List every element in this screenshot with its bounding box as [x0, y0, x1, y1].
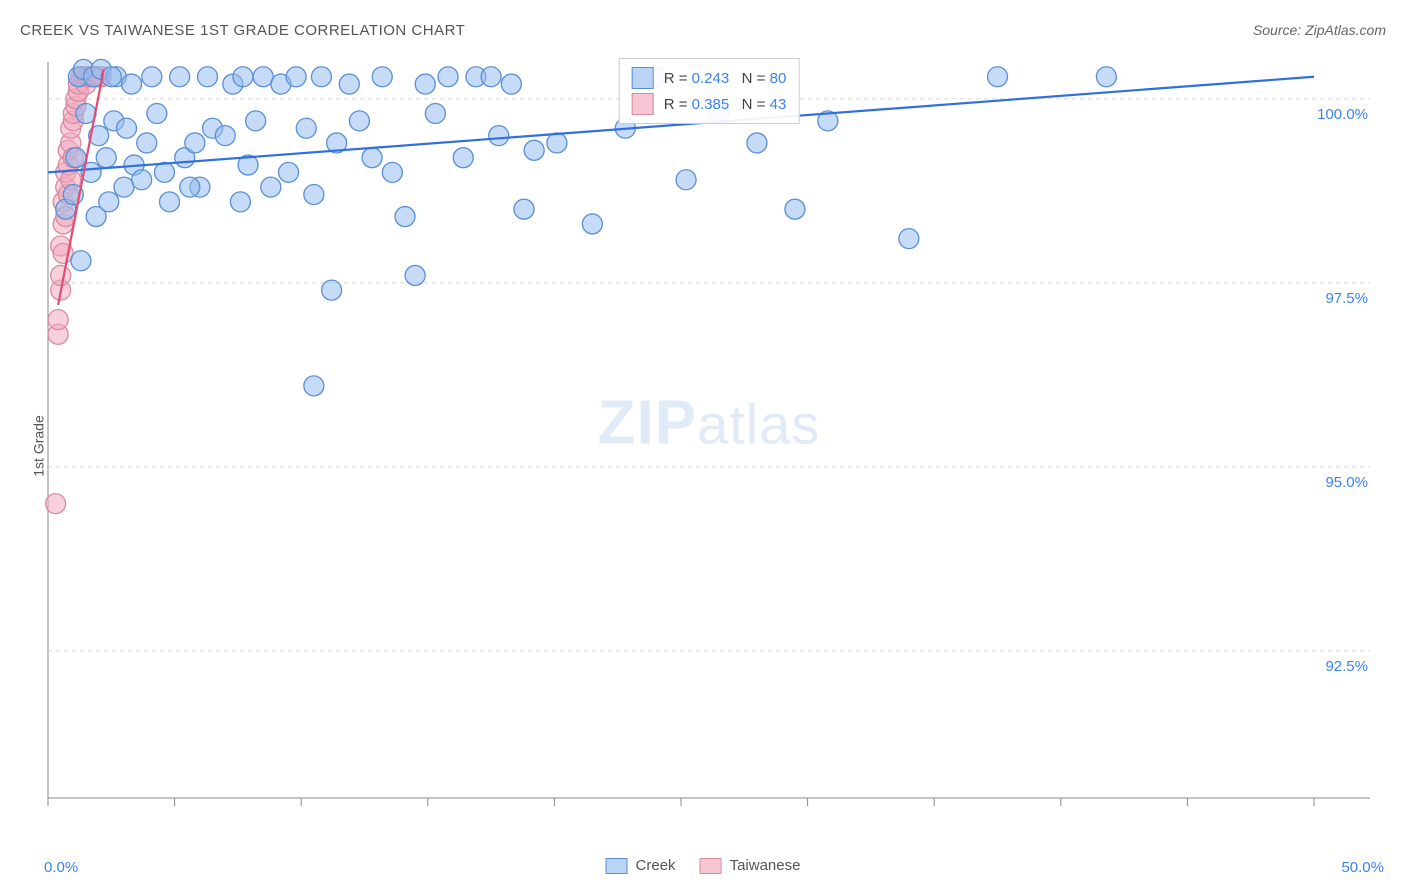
scatter-plot: 100.0% 97.5% 95.0% 92.5%	[44, 58, 1374, 818]
legend-swatch	[632, 67, 654, 89]
legend-label: Creek	[636, 857, 676, 874]
source-attribution: Source: ZipAtlas.com	[1253, 22, 1386, 38]
svg-text:95.0%: 95.0%	[1325, 474, 1368, 491]
legend-text: R = 0.385 N = 43	[664, 96, 787, 113]
x-axis-min-label: 0.0%	[44, 859, 78, 876]
correlation-legend: R = 0.243 N = 80 R = 0.385 N = 43	[619, 58, 800, 124]
legend-row: R = 0.243 N = 80	[632, 65, 787, 91]
svg-text:92.5%: 92.5%	[1325, 658, 1368, 675]
chart-container: 100.0%97.5%95.0%92.5% R = 0.243 N = 80R …	[44, 58, 1374, 818]
legend-item: Creek	[606, 857, 676, 874]
legend-swatch	[606, 858, 628, 874]
legend-swatch	[700, 858, 722, 874]
svg-text:100.0%: 100.0%	[1317, 106, 1368, 123]
series-legend: Creek Taiwanese	[606, 857, 801, 874]
legend-item: Taiwanese	[700, 857, 801, 874]
svg-text:97.5%: 97.5%	[1325, 290, 1368, 307]
legend-text: R = 0.243 N = 80	[664, 70, 787, 87]
legend-row: R = 0.385 N = 43	[632, 91, 787, 117]
x-axis-max-label: 50.0%	[1341, 859, 1384, 876]
chart-title: CREEK VS TAIWANESE 1ST GRADE CORRELATION…	[20, 22, 465, 39]
legend-label: Taiwanese	[730, 857, 801, 874]
legend-swatch	[632, 93, 654, 115]
